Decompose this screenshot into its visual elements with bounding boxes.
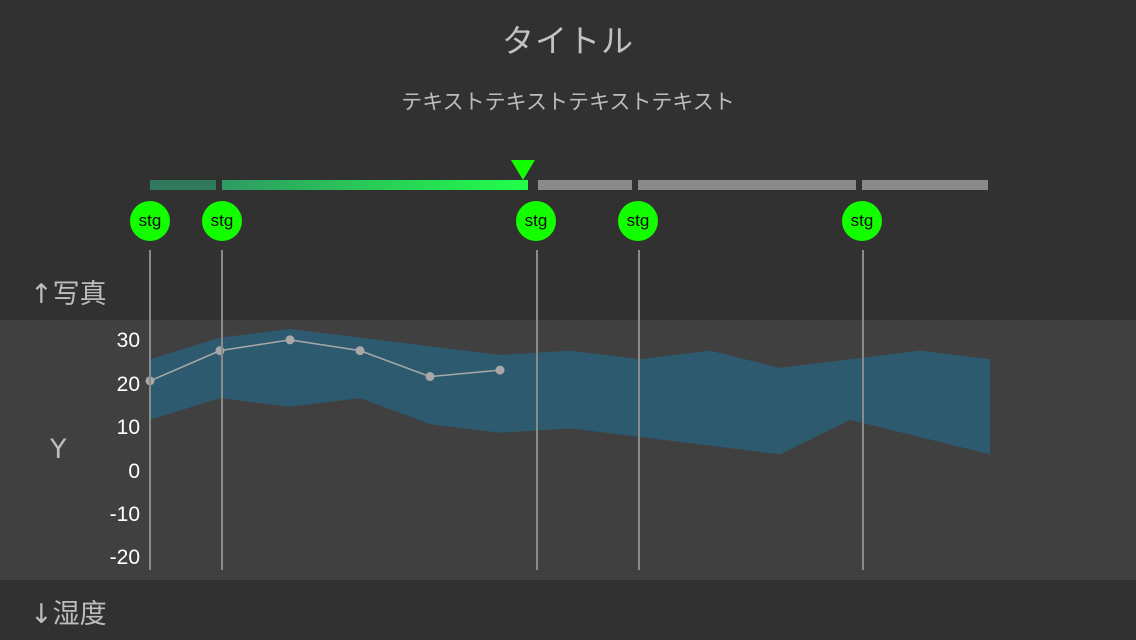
- progress-segment-done: [150, 180, 216, 190]
- stage-marker[interactable]: stg: [130, 201, 170, 241]
- current-position-marker: [511, 160, 535, 180]
- nav-up-photo[interactable]: ↑写真: [30, 279, 107, 310]
- stage-marker[interactable]: stg: [842, 201, 882, 241]
- stage-marker[interactable]: stg: [516, 201, 556, 241]
- y-tick-label: 10: [116, 416, 140, 439]
- progress-segment-pending: [538, 180, 632, 190]
- stage-line: [149, 250, 151, 570]
- stage-line: [536, 250, 538, 570]
- chart-area: [0, 320, 1136, 580]
- page-subtitle: テキストテキストテキストテキスト: [401, 90, 735, 114]
- y-tick-label: -20: [109, 546, 140, 569]
- stage-line: [862, 250, 864, 570]
- nav-down-humidity[interactable]: ↓湿度: [30, 599, 107, 630]
- progress-segment-pending: [638, 180, 856, 190]
- progress-segment-active: [222, 180, 528, 190]
- y-tick-label: -10: [109, 503, 140, 526]
- stage-line: [221, 250, 223, 570]
- y-tick-label: 0: [128, 460, 140, 483]
- progress-segment-pending: [862, 180, 988, 190]
- stage-marker[interactable]: stg: [618, 201, 658, 241]
- y-axis-label: Y: [50, 434, 67, 465]
- y-tick-label: 20: [116, 373, 140, 396]
- y-tick-label: 30: [116, 329, 140, 352]
- stage-marker[interactable]: stg: [202, 201, 242, 241]
- page-title: タイトル: [501, 22, 634, 60]
- stage-line: [638, 250, 640, 570]
